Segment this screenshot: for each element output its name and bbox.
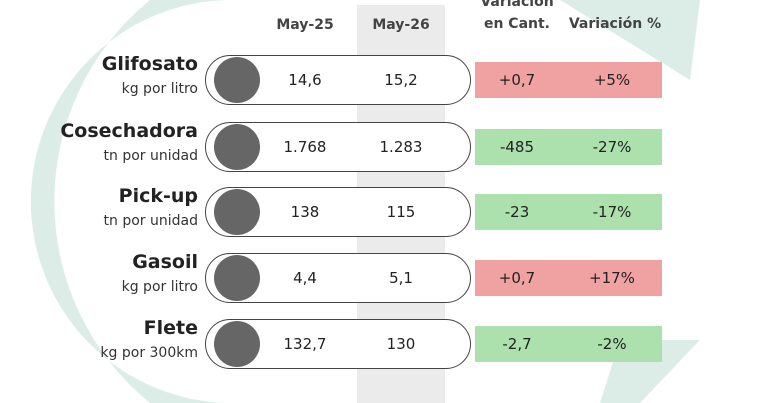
value-may26: 1.283 xyxy=(379,138,423,156)
row-icon xyxy=(214,255,260,301)
row-unit: tn por unidad xyxy=(103,213,198,229)
row-icon xyxy=(214,321,260,367)
variation-box xyxy=(475,326,662,362)
row-name: Gasoil xyxy=(132,251,198,273)
value-var-pct: +17% xyxy=(589,269,635,287)
row-unit: kg por litro xyxy=(121,81,198,97)
variation-box xyxy=(475,260,662,296)
column-header: May-25 xyxy=(276,17,334,33)
column-header: May-26 xyxy=(372,17,430,33)
value-var-pct: -27% xyxy=(592,138,632,156)
value-var-cant: -485 xyxy=(499,138,535,156)
value-var-cant: +0,7 xyxy=(498,269,536,287)
variation-box xyxy=(475,129,662,165)
row-unit: kg por litro xyxy=(121,279,198,295)
variation-box xyxy=(475,62,662,98)
row-unit: kg por 300km xyxy=(100,345,198,361)
value-var-pct: -2% xyxy=(597,335,627,353)
variation-box xyxy=(475,194,662,230)
value-may26: 115 xyxy=(386,203,416,221)
value-may25: 138 xyxy=(290,203,320,221)
column-header: Variación % xyxy=(568,16,662,32)
column-header: en Cant. xyxy=(483,16,551,32)
value-var-cant: -23 xyxy=(504,203,530,221)
value-var-pct: +5% xyxy=(593,71,631,89)
value-var-cant: +0,7 xyxy=(498,71,536,89)
value-may26: 15,2 xyxy=(384,71,418,89)
row-icon xyxy=(214,189,260,235)
row-unit: tn por unidad xyxy=(103,148,198,164)
value-may25: 14,6 xyxy=(288,71,322,89)
row-icon xyxy=(214,124,260,170)
row-name: Cosechadora xyxy=(60,120,198,142)
value-var-cant: -2,7 xyxy=(502,335,532,353)
value-may25: 1.768 xyxy=(283,138,327,156)
value-may25: 132,7 xyxy=(283,335,327,353)
row-name: Pick-up xyxy=(118,185,198,207)
row-name: Flete xyxy=(143,317,198,339)
value-may26: 5,1 xyxy=(389,269,413,287)
row-icon xyxy=(214,57,260,103)
value-var-pct: -17% xyxy=(592,203,632,221)
value-may25: 4,4 xyxy=(293,269,317,287)
column-header: Variación xyxy=(480,0,554,10)
value-may26: 130 xyxy=(386,335,416,353)
row-name: Glifosato xyxy=(101,53,198,75)
